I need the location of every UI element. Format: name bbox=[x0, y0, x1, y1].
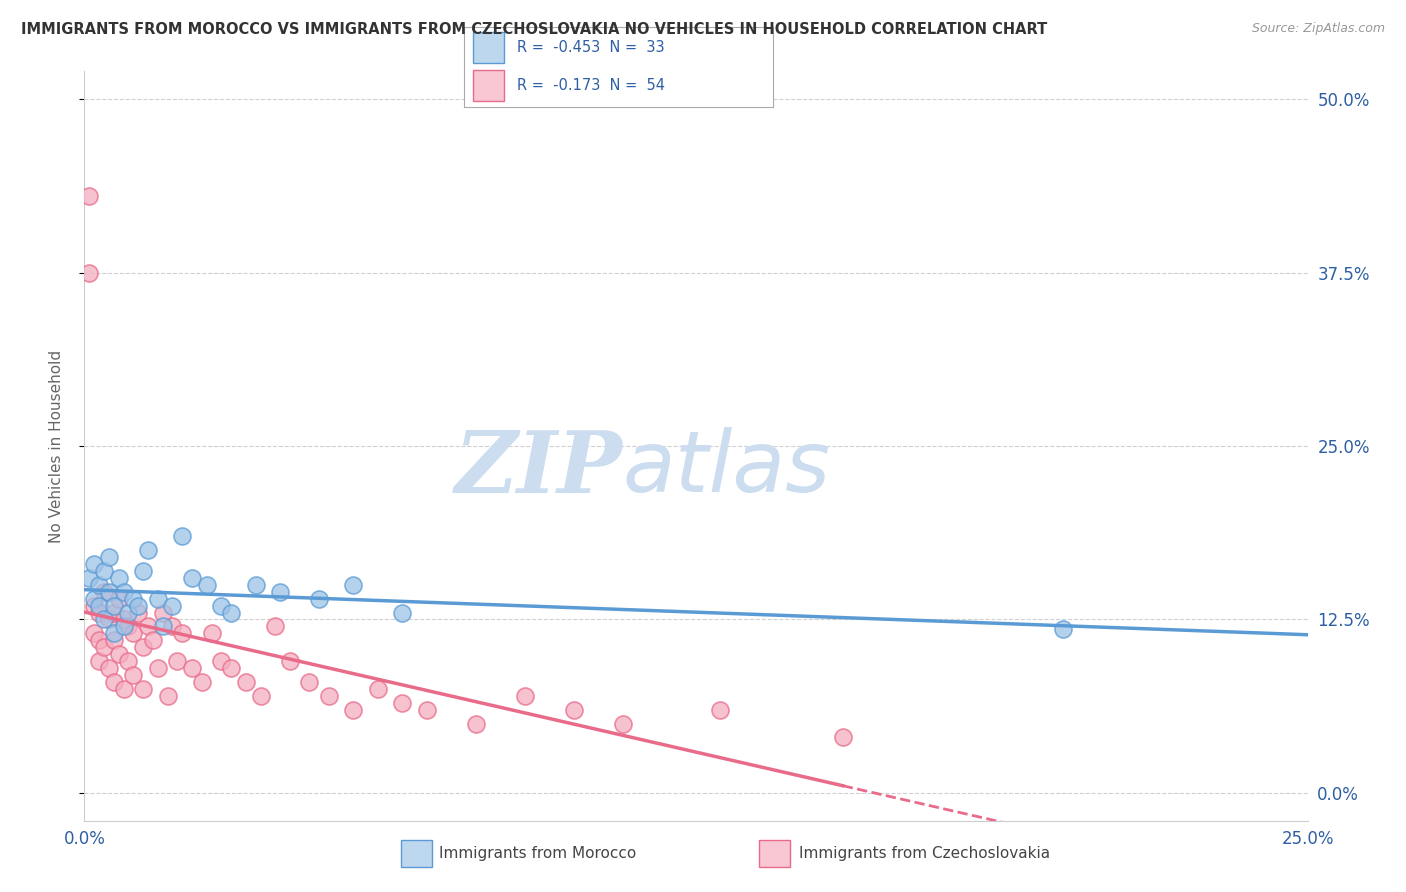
Point bbox=[107, 647, 129, 661]
Point bbox=[612, 716, 634, 731]
Point bbox=[83, 591, 105, 606]
Point bbox=[162, 599, 184, 613]
Point bbox=[146, 591, 169, 606]
Point bbox=[391, 696, 413, 710]
Point bbox=[709, 703, 731, 717]
Point bbox=[103, 626, 125, 640]
Point bbox=[107, 571, 129, 585]
Point bbox=[127, 599, 149, 613]
Point bbox=[298, 674, 321, 689]
Point bbox=[142, 633, 165, 648]
Point bbox=[200, 626, 222, 640]
Point bbox=[249, 689, 271, 703]
Point bbox=[97, 549, 120, 564]
Text: Source: ZipAtlas.com: Source: ZipAtlas.com bbox=[1251, 22, 1385, 36]
Point bbox=[162, 619, 184, 633]
Point bbox=[156, 689, 179, 703]
Point bbox=[77, 266, 100, 280]
Point bbox=[103, 599, 125, 613]
Point bbox=[97, 612, 120, 626]
Point bbox=[191, 674, 214, 689]
Text: IMMIGRANTS FROM MOROCCO VS IMMIGRANTS FROM CZECHOSLOVAKIA NO VEHICLES IN HOUSEHO: IMMIGRANTS FROM MOROCCO VS IMMIGRANTS FR… bbox=[21, 22, 1047, 37]
Point bbox=[93, 584, 115, 599]
Point bbox=[513, 689, 536, 703]
Point bbox=[93, 612, 115, 626]
Point bbox=[132, 564, 155, 578]
Point bbox=[117, 606, 139, 620]
Point bbox=[87, 633, 110, 648]
Point bbox=[93, 640, 115, 655]
Point bbox=[562, 703, 585, 717]
Point bbox=[107, 591, 129, 606]
Point bbox=[83, 599, 105, 613]
Point bbox=[93, 564, 115, 578]
Point bbox=[87, 606, 110, 620]
Point bbox=[136, 619, 159, 633]
Point bbox=[181, 661, 204, 675]
FancyBboxPatch shape bbox=[474, 70, 505, 101]
Point bbox=[103, 674, 125, 689]
Point bbox=[278, 654, 301, 668]
Point bbox=[97, 661, 120, 675]
FancyBboxPatch shape bbox=[474, 32, 505, 62]
Point bbox=[166, 654, 188, 668]
Point bbox=[195, 578, 218, 592]
Point bbox=[342, 703, 364, 717]
Point bbox=[77, 189, 100, 203]
Point bbox=[152, 619, 174, 633]
Point bbox=[172, 626, 194, 640]
Point bbox=[77, 571, 100, 585]
Point bbox=[97, 584, 120, 599]
Text: atlas: atlas bbox=[623, 427, 831, 510]
Point bbox=[318, 689, 340, 703]
Point bbox=[103, 633, 125, 648]
Point bbox=[112, 612, 135, 626]
Point bbox=[152, 606, 174, 620]
Point bbox=[342, 578, 364, 592]
Point bbox=[235, 674, 257, 689]
Point bbox=[122, 591, 145, 606]
Text: Immigrants from Morocco: Immigrants from Morocco bbox=[439, 847, 636, 861]
Text: R =  -0.453  N =  33: R = -0.453 N = 33 bbox=[516, 40, 664, 55]
Point bbox=[831, 731, 853, 745]
Point bbox=[136, 543, 159, 558]
Point bbox=[87, 654, 110, 668]
Point bbox=[112, 619, 135, 633]
Point bbox=[132, 640, 155, 655]
Point bbox=[117, 619, 139, 633]
Point bbox=[464, 716, 486, 731]
Point bbox=[132, 681, 155, 696]
Point bbox=[87, 599, 110, 613]
Point bbox=[219, 606, 242, 620]
Point bbox=[117, 654, 139, 668]
Y-axis label: No Vehicles in Household: No Vehicles in Household bbox=[49, 350, 63, 542]
Text: R =  -0.173  N =  54: R = -0.173 N = 54 bbox=[516, 78, 665, 93]
Point bbox=[209, 654, 232, 668]
Point bbox=[146, 661, 169, 675]
Point bbox=[245, 578, 267, 592]
Point bbox=[112, 681, 135, 696]
Point bbox=[209, 599, 232, 613]
Point bbox=[219, 661, 242, 675]
Point bbox=[416, 703, 439, 717]
Point bbox=[181, 571, 204, 585]
Text: ZIP: ZIP bbox=[454, 426, 623, 510]
Point bbox=[367, 681, 389, 696]
Point bbox=[264, 619, 287, 633]
Point bbox=[308, 591, 330, 606]
Point bbox=[269, 584, 291, 599]
Text: Immigrants from Czechoslovakia: Immigrants from Czechoslovakia bbox=[799, 847, 1050, 861]
Point bbox=[391, 606, 413, 620]
Point bbox=[83, 557, 105, 571]
Point bbox=[122, 626, 145, 640]
Point bbox=[87, 578, 110, 592]
Point bbox=[112, 584, 135, 599]
Point bbox=[103, 606, 125, 620]
Point bbox=[122, 668, 145, 682]
Point bbox=[83, 626, 105, 640]
Point bbox=[172, 529, 194, 543]
Point bbox=[127, 606, 149, 620]
Point bbox=[1052, 622, 1074, 636]
